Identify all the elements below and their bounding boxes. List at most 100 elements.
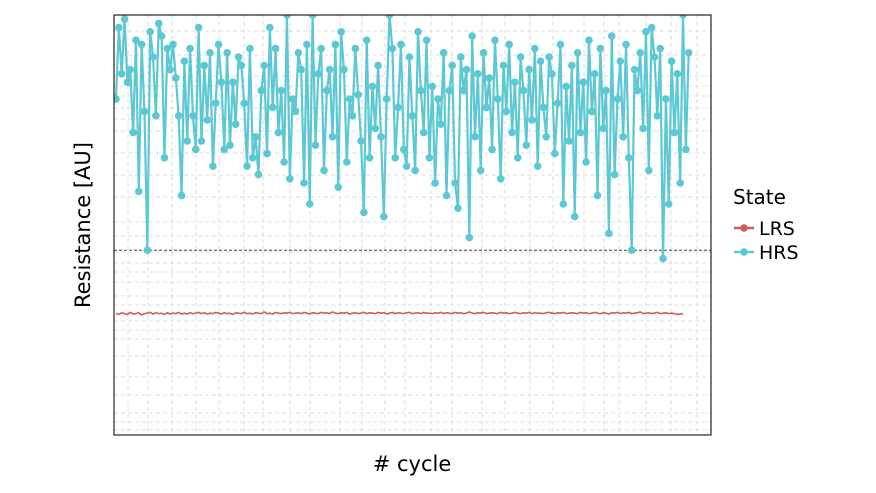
point-hrs (422, 36, 431, 44)
point-hrs (260, 61, 268, 70)
point-hrs (197, 137, 206, 145)
point-hrs (203, 116, 211, 124)
point-hrs (132, 36, 140, 44)
point-hrs (342, 158, 351, 166)
point-hrs (479, 49, 488, 57)
point-hrs (482, 103, 491, 112)
series-layer (114, 15, 693, 316)
point-hrs (240, 99, 249, 107)
point-hrs (271, 44, 280, 53)
point-hrs (371, 124, 380, 133)
point-hrs (234, 53, 243, 61)
point-hrs (488, 145, 496, 154)
point-hrs (160, 154, 169, 162)
point-hrs (149, 53, 157, 61)
point-hrs (388, 44, 397, 53)
point-hrs (217, 78, 226, 86)
point-hrs (180, 57, 189, 65)
point-hrs (320, 166, 328, 175)
point-hrs (325, 65, 334, 74)
point-hrs (274, 128, 283, 137)
point-hrs (120, 15, 129, 23)
point-hrs (268, 103, 277, 112)
point-hrs (684, 49, 693, 57)
series-lrs (115, 311, 684, 316)
point-hrs (636, 49, 645, 57)
point-hrs (300, 179, 308, 187)
point-hrs (220, 145, 229, 154)
point-hrs (474, 70, 482, 78)
point-hrs (590, 70, 599, 78)
legend-swatch-dot (740, 248, 748, 256)
point-hrs (226, 141, 234, 149)
point-hrs (374, 61, 382, 70)
point-hrs (673, 70, 682, 78)
point-hrs (522, 141, 531, 149)
point-hrs (533, 162, 542, 170)
point-hrs (505, 40, 513, 49)
point-hrs (123, 78, 132, 86)
point-hrs (610, 170, 619, 179)
point-hrs (163, 44, 172, 53)
point-hrs (114, 95, 120, 103)
series-hrs (114, 15, 693, 263)
point-hrs (439, 49, 448, 57)
point-hrs (476, 166, 485, 175)
point-hrs (191, 145, 200, 154)
point-hrs (351, 44, 360, 53)
point-hrs (568, 61, 576, 70)
point-hrs (496, 175, 505, 183)
point-hrs (399, 145, 408, 154)
point-hrs (206, 49, 214, 57)
point-hrs (280, 158, 288, 166)
point-hrs (471, 133, 479, 141)
point-hrs (502, 107, 511, 116)
point-hrs (550, 149, 559, 158)
point-hrs (562, 82, 570, 91)
point-hrs (368, 82, 377, 91)
point-hrs (662, 95, 670, 103)
point-hrs (431, 179, 439, 187)
point-hrs (525, 65, 533, 74)
point-hrs (314, 70, 323, 78)
point-hrs (137, 40, 146, 49)
point-hrs (294, 49, 303, 57)
point-hrs (174, 112, 183, 120)
point-hrs (579, 78, 588, 86)
point-hrs (254, 170, 263, 179)
point-hrs (596, 44, 605, 53)
point-hrs (553, 99, 562, 107)
point-hrs (653, 112, 662, 120)
point-hrs (303, 40, 311, 49)
point-hrs (334, 183, 343, 191)
point-hrs (152, 112, 160, 120)
point-hrs (257, 86, 266, 95)
point-hrs (360, 208, 368, 217)
point-hrs (354, 91, 362, 99)
point-hrs (528, 116, 536, 124)
point-hrs (613, 95, 622, 103)
point-hrs (419, 128, 428, 137)
point-hrs (237, 61, 246, 70)
point-hrs (115, 23, 123, 32)
point-hrs (622, 40, 630, 49)
point-hrs (172, 74, 180, 82)
point-hrs (231, 120, 240, 128)
point-hrs (605, 229, 613, 238)
point-hrs (223, 49, 231, 57)
point-hrs (679, 15, 687, 19)
point-hrs (682, 145, 690, 154)
legend-swatch-dot (740, 224, 748, 232)
point-hrs (485, 74, 494, 82)
point-hrs (323, 86, 331, 95)
point-hrs (340, 65, 348, 74)
point-hrs (647, 23, 656, 32)
point-hrs (117, 70, 126, 78)
point-hrs (442, 191, 451, 200)
point-hrs (531, 44, 539, 53)
point-hrs (445, 86, 454, 95)
y-axis-label: Resistance [AU] (71, 142, 95, 308)
